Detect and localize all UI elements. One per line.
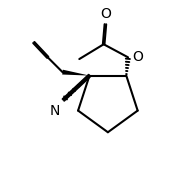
- Text: O: O: [132, 50, 143, 64]
- Text: N: N: [50, 104, 60, 118]
- Polygon shape: [62, 70, 89, 76]
- Text: O: O: [101, 7, 111, 21]
